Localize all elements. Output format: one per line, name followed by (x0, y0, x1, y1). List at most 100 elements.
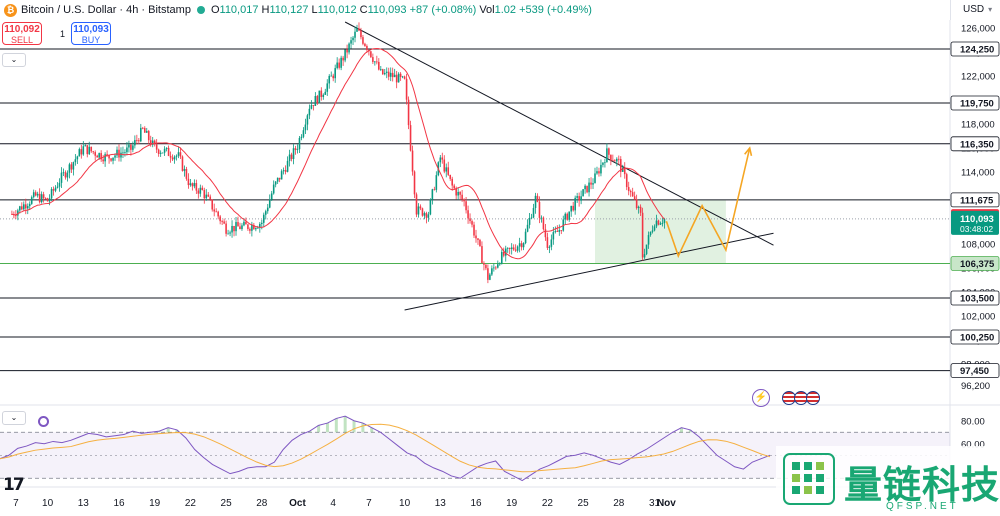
candle-body (292, 148, 295, 160)
candle-body (245, 221, 247, 225)
candle-body (193, 183, 196, 187)
candle-body (625, 174, 628, 188)
candle-body (108, 155, 110, 159)
candle-body (481, 246, 483, 264)
watermark: 量链科技 QFSP.NET (776, 446, 1000, 516)
candle-body (425, 213, 428, 218)
time-tick-label: 4 (330, 498, 336, 509)
candle-body (128, 144, 130, 148)
candle-body (80, 149, 83, 155)
candle-body (274, 181, 277, 185)
lightning-icon[interactable]: ⚡ (752, 389, 770, 407)
candle-body (580, 196, 582, 201)
candle-body (26, 206, 29, 209)
candle-body (572, 205, 574, 211)
candle-body (46, 198, 49, 202)
rsi-tick-label: 60.00 (961, 439, 985, 450)
time-tick-label: 31 (649, 498, 661, 509)
candle-body (360, 30, 362, 38)
candle-body (34, 192, 37, 196)
chart-header: ₿ Bitcoin / U.S. Dollar · 4h · Bitstamp … (0, 0, 592, 20)
candle-body (64, 172, 67, 178)
candle-body (588, 182, 590, 193)
candle-body (320, 90, 323, 97)
candle-body (322, 94, 325, 97)
time-tick-label: Nov (657, 498, 676, 509)
level-tag-border (950, 329, 1000, 345)
candle-body (30, 197, 33, 204)
candle-body (70, 164, 73, 170)
candle-body (126, 147, 128, 153)
collapse-legend-button[interactable]: ⌄ (2, 53, 26, 67)
candle-body (167, 147, 170, 156)
candle-body (88, 146, 91, 155)
candle-body (497, 264, 499, 268)
candle-body (560, 230, 563, 231)
candle-body (247, 224, 249, 229)
symbol-title[interactable]: Bitcoin / U.S. Dollar · 4h · Bitstamp (21, 4, 191, 16)
sell-button[interactable]: 110,092 SELL (2, 22, 42, 45)
candle-body (173, 156, 176, 160)
candle-body (649, 231, 652, 236)
candle-body (161, 152, 164, 154)
candle-body (60, 172, 63, 183)
candle-body (548, 246, 551, 248)
currency-selector[interactable]: USD ▾ (950, 0, 1000, 20)
candle-body (447, 167, 450, 175)
candle-body (659, 223, 662, 225)
tradingview-logo[interactable]: 17 (3, 475, 25, 495)
candle-body (62, 172, 65, 174)
candle-body (338, 62, 340, 68)
candle-body (479, 239, 481, 247)
candle-body (296, 149, 299, 151)
rsi-settings-icon[interactable] (38, 416, 49, 427)
candle-body (264, 211, 267, 215)
us-flag-icon[interactable] (806, 391, 820, 405)
candle-body (233, 225, 235, 232)
candle-body (383, 72, 386, 75)
candle-body (308, 108, 311, 116)
candle-body (651, 230, 654, 232)
candle-body (500, 251, 503, 264)
candle-body (451, 178, 453, 186)
candle-body (401, 76, 404, 78)
candle-body (600, 164, 602, 174)
buy-button[interactable]: 110,093 BUY (71, 22, 111, 45)
time-tick-label: 7 (366, 498, 372, 509)
candle-body (485, 264, 487, 269)
candle-body (530, 217, 533, 219)
candle-body (219, 216, 221, 222)
candle-body (112, 157, 114, 161)
chevron-down-icon: ▾ (988, 5, 993, 14)
candle-body (653, 226, 656, 231)
rsi-collapse-button[interactable]: ⌄ (2, 411, 26, 425)
time-tick-label: 13 (435, 498, 447, 509)
candle-body (98, 153, 100, 158)
projection-arrowhead (744, 146, 753, 156)
candle-body (100, 153, 102, 160)
candle-body (473, 224, 475, 236)
candle-body (655, 220, 658, 227)
candle-body (612, 160, 614, 162)
candle-body (122, 152, 124, 154)
candle-body (427, 214, 430, 218)
moving-average-line (11, 48, 665, 260)
level-tag-border (950, 95, 1000, 111)
candle-body (439, 157, 442, 163)
candle-body (52, 189, 55, 191)
level-price-tag: 103,500 (960, 294, 994, 305)
candle-body (457, 191, 459, 196)
candle-body (568, 211, 571, 220)
candle-body (395, 74, 398, 83)
watermark-name: 量链科技 (844, 463, 1000, 507)
time-tick-label: 19 (149, 498, 161, 509)
candle-body (378, 61, 380, 70)
rsi-tick-label: 80.00 (961, 416, 985, 427)
candle-body (657, 220, 660, 225)
watermark-logo-icon (783, 453, 835, 505)
price-tick-label: 126,000 (961, 24, 995, 35)
candle-body (268, 199, 271, 208)
candle-body (538, 201, 541, 218)
candle-body (306, 115, 309, 125)
